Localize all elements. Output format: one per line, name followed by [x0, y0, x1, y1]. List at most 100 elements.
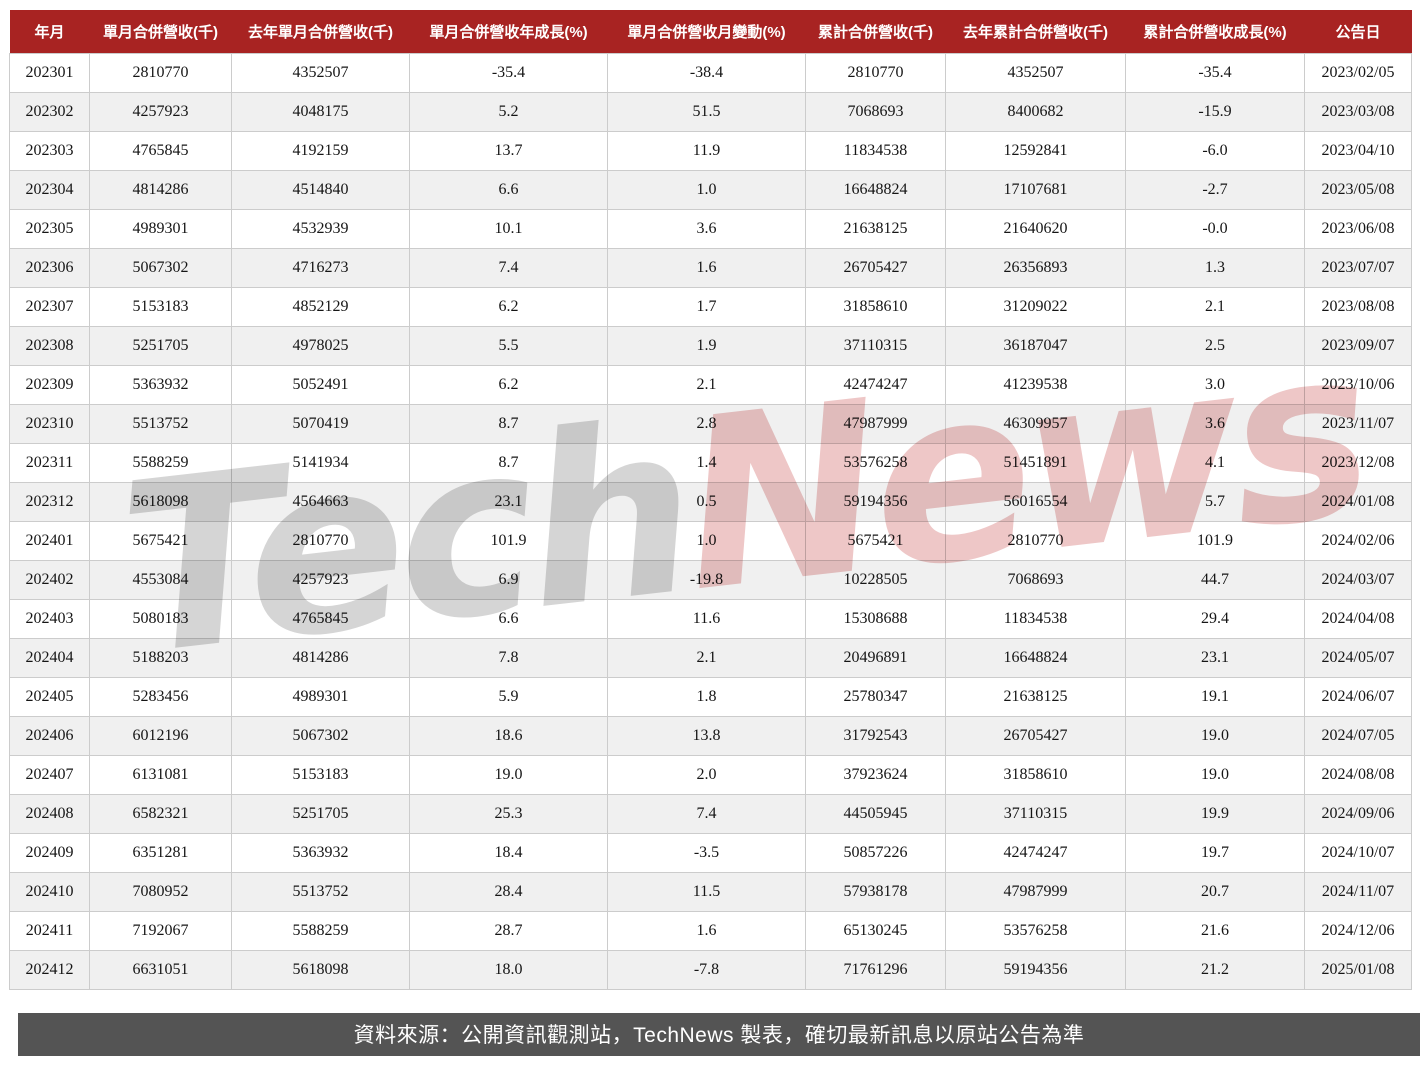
table-cell: 7.4	[607, 793, 806, 834]
table-cell: 5070419	[231, 403, 410, 444]
table-cell: 6131081	[89, 754, 232, 795]
table-cell: 0.5	[607, 481, 806, 522]
table-cell: 4978025	[231, 325, 410, 366]
table-cell: 47987999	[945, 871, 1126, 912]
table-cell: 6351281	[89, 832, 232, 873]
table-body: 202301 2810770 4352507 -35.4 -38.4 2810770 435…	[9, 52, 1412, 990]
table-cell: -0.0	[1125, 208, 1305, 249]
table-cell: -19.8	[607, 559, 806, 600]
table-row: 202401 5675421 2810770 101.9 1.0 5675421 28107…	[9, 520, 1412, 561]
table-cell: 2024/08/08	[1304, 754, 1412, 795]
table-cell: -2.7	[1125, 169, 1305, 210]
source-note-bar: 資料來源：公開資訊觀測站，TechNews 製表，確切最新訊息以原站公告為準	[18, 1012, 1420, 1056]
table-cell: 7068693	[945, 559, 1126, 600]
table-cell: 2.1	[607, 364, 806, 405]
table-cell: 19.9	[1125, 793, 1305, 834]
table-cell: 20496891	[805, 637, 946, 678]
table-row: 202301 2810770 4352507 -35.4 -38.4 2810770 435…	[9, 52, 1412, 93]
page: 年月 單月合併營收(千) 去年單月合併營收(千) 單月合併營收年成長(%) 單月合併營收…	[9, 10, 1420, 1056]
table-cell: 20.7	[1125, 871, 1305, 912]
table-row: 202407 6131081 5153183 19.0 2.0 37923624 31858…	[9, 754, 1412, 795]
table-cell: 41239538	[945, 364, 1126, 405]
table-cell: 202407	[9, 754, 90, 795]
table-cell: 6.6	[409, 598, 608, 639]
table-cell: 2024/01/08	[1304, 481, 1412, 522]
table-cell: 5363932	[89, 364, 232, 405]
table-cell: 1.8	[607, 676, 806, 717]
table-cell: 13.8	[607, 715, 806, 756]
table-cell: 5513752	[89, 403, 232, 444]
revenue-table: 年月 單月合併營收(千) 去年單月合併營收(千) 單月合併營收年成長(%) 單月合併營收…	[9, 10, 1412, 990]
table-cell: 2.8	[607, 403, 806, 444]
table-cell: 2810770	[805, 52, 946, 93]
table-cell: 5067302	[231, 715, 410, 756]
table-row: 202312 5618098 4564663 23.1 0.5 59194356 56016…	[9, 481, 1412, 522]
table-cell: 202405	[9, 676, 90, 717]
table-cell: 202406	[9, 715, 90, 756]
table-cell: 42474247	[805, 364, 946, 405]
table-cell: 28.4	[409, 871, 608, 912]
table-cell: 2023/10/06	[1304, 364, 1412, 405]
table-cell: 4814286	[231, 637, 410, 678]
table-header: 年月 單月合併營收(千) 去年單月合併營收(千) 單月合併營收年成長(%) 單月合併營收…	[9, 10, 1412, 53]
table-cell: 28.7	[409, 910, 608, 951]
table-cell: 2023/09/07	[1304, 325, 1412, 366]
table-cell: 5052491	[231, 364, 410, 405]
table-cell: 4553084	[89, 559, 232, 600]
table-cell: 2024/12/06	[1304, 910, 1412, 951]
table-cell: 5618098	[89, 481, 232, 522]
table-cell: 2023/08/08	[1304, 286, 1412, 327]
table-row: 202308 5251705 4978025 5.5 1.9 37110315 361870…	[9, 325, 1412, 366]
table-cell: 21638125	[945, 676, 1126, 717]
table-cell: 5188203	[89, 637, 232, 678]
table-cell: 5251705	[89, 325, 232, 366]
table-cell: 202310	[9, 403, 90, 444]
table-cell: 56016554	[945, 481, 1126, 522]
table-cell: 202411	[9, 910, 90, 951]
table-cell: 16648824	[805, 169, 946, 210]
table-cell: 202305	[9, 208, 90, 249]
table-cell: 1.6	[607, 910, 806, 951]
table-cell: 202306	[9, 247, 90, 288]
table-cell: 31858610	[945, 754, 1126, 795]
table-cell: 25.3	[409, 793, 608, 834]
table-cell: 1.6	[607, 247, 806, 288]
table-cell: 6631051	[89, 949, 232, 990]
table-cell: 2810770	[89, 52, 232, 93]
table-row: 202406 6012196 5067302 18.6 13.8 31792543 2670…	[9, 715, 1412, 756]
table-cell: 4989301	[89, 208, 232, 249]
table-cell: 5588259	[89, 442, 232, 483]
table-cell: 2023/05/08	[1304, 169, 1412, 210]
table-cell: 101.9	[1125, 520, 1305, 561]
table-cell: 1.0	[607, 520, 806, 561]
table-cell: 4852129	[231, 286, 410, 327]
table-row: 202412 6631051 5618098 18.0 -7.8 71761296 5919…	[9, 949, 1412, 990]
table-cell: -38.4	[607, 52, 806, 93]
table-cell: 26356893	[945, 247, 1126, 288]
table-cell: 4048175	[231, 91, 410, 132]
table-cell: 3.6	[1125, 403, 1305, 444]
table-cell: 2023/07/07	[1304, 247, 1412, 288]
table-cell: 7.4	[409, 247, 608, 288]
table-cell: 2810770	[231, 520, 410, 561]
table-cell: 19.7	[1125, 832, 1305, 873]
table-cell: 202409	[9, 832, 90, 873]
table-cell: 23.1	[1125, 637, 1305, 678]
table-cell: 4814286	[89, 169, 232, 210]
table-cell: 3.6	[607, 208, 806, 249]
table-cell: 59194356	[805, 481, 946, 522]
table-cell: 17107681	[945, 169, 1126, 210]
column-header-4: 單月合併營收年成長(%)	[409, 10, 608, 53]
table-cell: 37110315	[945, 793, 1126, 834]
table-cell: 5153183	[89, 286, 232, 327]
table-cell: 51.5	[607, 91, 806, 132]
table-row: 202303 4765845 4192159 13.7 11.9 11834538 1259…	[9, 130, 1412, 171]
table-cell: 16648824	[945, 637, 1126, 678]
table-cell: -35.4	[1125, 52, 1305, 93]
table-cell: 8.7	[409, 442, 608, 483]
table-cell: 5513752	[231, 871, 410, 912]
table-cell: 2810770	[945, 520, 1126, 561]
table-cell: 8.7	[409, 403, 608, 444]
table-cell: 5618098	[231, 949, 410, 990]
table-cell: 11.6	[607, 598, 806, 639]
